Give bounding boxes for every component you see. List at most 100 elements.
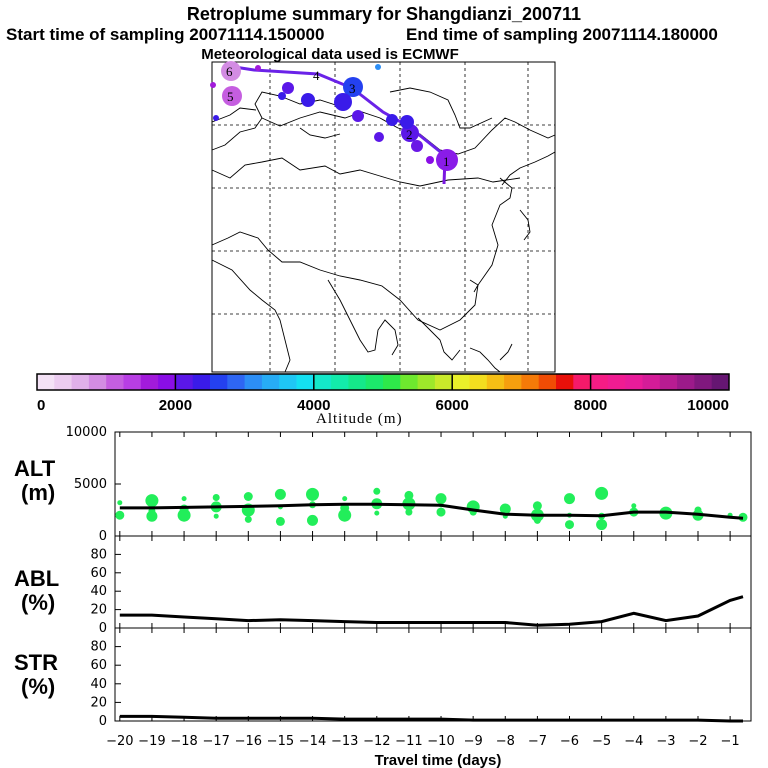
- x-tick-label: −6: [560, 734, 579, 749]
- colorbar-swatch: [106, 374, 124, 390]
- colorbar-swatch: [434, 374, 453, 390]
- colorbar-swatch: [365, 374, 384, 390]
- colorbar-swatch: [504, 374, 522, 390]
- series-line: [119, 502, 744, 520]
- colorbar-swatch: [659, 374, 678, 390]
- colorbar-swatch: [244, 374, 263, 390]
- cluster-dot: [426, 156, 434, 164]
- x-tick-label: −15: [267, 734, 294, 749]
- colorbar-tick-label: 0: [37, 397, 45, 414]
- cluster-point: [212, 494, 220, 501]
- abl-panel-unit: (%): [21, 590, 55, 615]
- colorbar-swatch: [175, 374, 194, 390]
- x-tick-label: −16: [235, 734, 262, 749]
- alt-panel-unit: (m): [21, 480, 55, 505]
- cluster-dot: [386, 114, 398, 126]
- cluster-point: [405, 508, 413, 516]
- x-tick-label: −20: [106, 734, 133, 749]
- colorbar-swatch: [383, 374, 401, 390]
- colorbar-swatch: [400, 374, 418, 390]
- y-tick-label: 60: [90, 658, 107, 673]
- colorbar-swatch: [54, 374, 72, 390]
- colorbar-frame: [36, 373, 730, 391]
- x-tick-label: −19: [138, 734, 165, 749]
- alt-panel-label: ALT: [14, 456, 56, 481]
- colorbar-swatch: [694, 374, 713, 390]
- cluster-point: [274, 488, 286, 500]
- colorbar-swatch: [71, 374, 90, 390]
- start-sampling-text: Start time of sampling 20071114.150000: [6, 25, 325, 44]
- cluster-point: [373, 487, 381, 495]
- plume-clusters: [210, 61, 458, 171]
- cluster-point: [145, 494, 159, 508]
- cluster-point: [595, 486, 609, 500]
- colorbar-swatch: [625, 374, 643, 390]
- cluster-dot: [411, 140, 423, 152]
- y-tick-label: 20: [90, 695, 107, 710]
- plume-marker-label: 2: [406, 127, 413, 142]
- cluster-point: [533, 516, 541, 524]
- x-tick-label: −13: [331, 734, 358, 749]
- colorbar-swatch: [192, 374, 211, 390]
- abl-panel-label: ABL: [14, 566, 59, 591]
- colorbar-swatch: [37, 374, 55, 390]
- y-tick-label: 10000: [66, 425, 107, 440]
- x-tick-label: −7: [528, 734, 547, 749]
- cluster-dot: [343, 77, 363, 97]
- colorbar-swatch: [88, 374, 107, 390]
- cluster-dot: [352, 110, 364, 122]
- colorbar-swatch: [711, 374, 730, 390]
- y-tick-label: 0: [99, 714, 107, 729]
- colorbar-tick-label: 6000: [436, 397, 469, 414]
- cluster-point: [435, 493, 447, 505]
- colorbar-swatch: [210, 374, 228, 390]
- colorbar-swatch: [417, 374, 436, 390]
- cluster-point: [213, 513, 219, 519]
- colorbar-tick-label: 2000: [159, 397, 192, 414]
- cluster-point: [181, 496, 187, 502]
- cluster-point: [342, 496, 348, 502]
- colorbar-swatch: [123, 374, 142, 390]
- panel-frame: [114, 535, 752, 629]
- colorbar-swatch: [590, 374, 609, 390]
- colorbar-tick-label: 10000: [687, 397, 729, 414]
- x-tick-label: −9: [464, 734, 483, 749]
- x-tick-label: −4: [624, 734, 643, 749]
- colorbar-swatch: [556, 374, 574, 390]
- cluster-point: [243, 492, 253, 501]
- cluster-dot: [301, 93, 315, 107]
- str-panel-label: STR: [14, 650, 58, 675]
- cluster-dot: [213, 115, 219, 121]
- colorbar-swatch: [573, 374, 591, 390]
- colorbar-swatch: [538, 374, 557, 390]
- cluster-point: [338, 508, 352, 522]
- cluster-point: [117, 500, 123, 506]
- panel-frame: [114, 627, 752, 722]
- y-tick-label: 40: [90, 584, 107, 599]
- y-tick-label: 80: [90, 547, 107, 562]
- x-tick-label: −5: [592, 734, 611, 749]
- y-tick-label: 5000: [74, 477, 107, 492]
- cluster-point: [631, 503, 637, 509]
- colorbar-swatch: [261, 374, 280, 390]
- x-tick-labels: −20 −19 −18 −17 −16 −15 −14 −13 −12 −11 −10 −9 −8 −7−…: [106, 734, 740, 749]
- plume-marker-label: 4: [313, 68, 320, 83]
- cluster-dot: [210, 82, 216, 88]
- chart-title: Retroplume summary for Shangdianzi_20071…: [186, 4, 582, 24]
- map-graticule: [212, 62, 555, 372]
- map-frame: [211, 61, 556, 373]
- cluster-point: [565, 520, 574, 530]
- alt-panel: 0 5000 10000: [66, 425, 752, 544]
- x-tick-label: −11: [395, 734, 422, 749]
- colorbar-swatch: [296, 374, 315, 390]
- cluster-point: [532, 501, 542, 511]
- colorbar-swatch: [313, 374, 332, 390]
- colorbar-swatch: [642, 374, 661, 390]
- plume-marker-label: 3: [349, 81, 356, 96]
- series-line: [119, 714, 743, 723]
- cluster-point: [146, 510, 158, 522]
- end-sampling-text: End time of sampling 20071114.180000: [406, 25, 718, 44]
- x-axis-label: Travel time (days): [375, 752, 502, 768]
- cluster-point: [404, 490, 414, 500]
